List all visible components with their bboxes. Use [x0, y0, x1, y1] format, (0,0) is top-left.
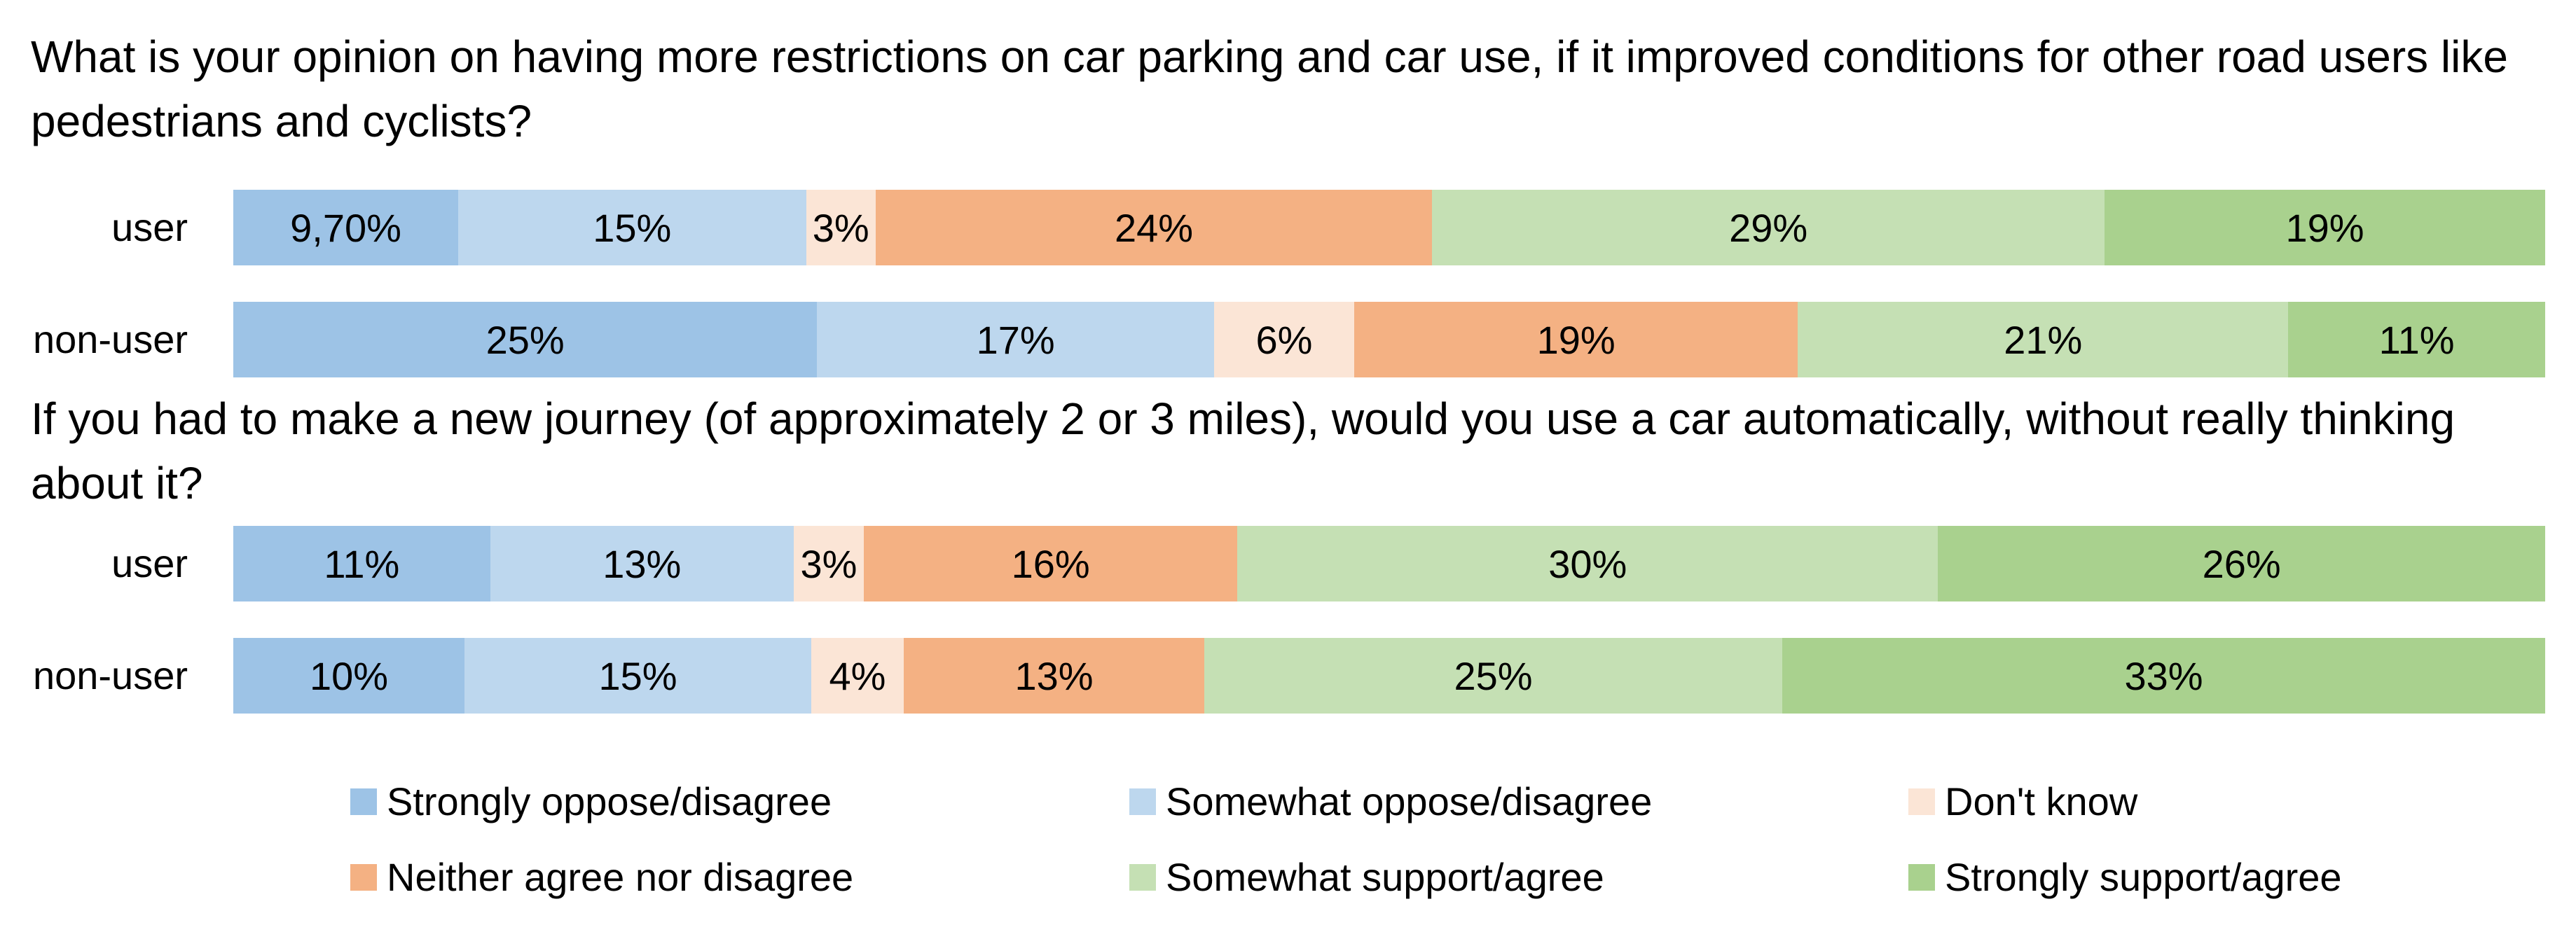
- legend-item-strongly-support: Strongly support/agree: [1908, 853, 2557, 902]
- stacked-bar-q1-user: 9,70% 15% 3% 24% 29% 19%: [233, 190, 2545, 265]
- bar-segment-strongly-oppose: 25%: [233, 302, 818, 377]
- chart-legend: Strongly oppose/disagree Somewhat oppose…: [350, 777, 2557, 902]
- data-label: 25%: [1454, 653, 1533, 698]
- bar-segment-dont-know: 3%: [806, 190, 876, 265]
- data-label: 21%: [2004, 317, 2083, 362]
- legend-item-dont-know: Don't know: [1908, 777, 2557, 826]
- data-label: 10%: [309, 653, 389, 698]
- bar-segment-dont-know: 6%: [1213, 302, 1354, 377]
- bar-segment-somewhat-oppose: 13%: [490, 526, 794, 601]
- legend-swatch: [1129, 864, 1156, 891]
- data-label: 3%: [800, 541, 857, 586]
- legend-swatch: [1908, 788, 1935, 815]
- legend-swatch: [350, 788, 377, 815]
- data-label: 6%: [1255, 317, 1313, 362]
- bar-segment-neither: 16%: [863, 526, 1238, 601]
- data-label: 26%: [2202, 541, 2281, 586]
- bar-segment-strongly-support: 33%: [1782, 638, 2545, 714]
- data-label: 19%: [2285, 205, 2364, 250]
- data-label: 4%: [829, 653, 886, 698]
- question-2-title: If you had to make a new journey (of app…: [31, 394, 2456, 508]
- stacked-bar-q2-non-user: 10% 15% 4% 13% 25% 33%: [233, 638, 2545, 714]
- data-label: 30%: [1548, 541, 1627, 586]
- data-label: 15%: [598, 653, 677, 698]
- legend-label: Strongly oppose/disagree: [387, 779, 832, 823]
- data-label: 24%: [1114, 205, 1194, 250]
- stacked-bar-q1-non-user: 25% 17% 6% 19% 21% 11%: [233, 302, 2545, 377]
- legend-swatch: [350, 864, 377, 891]
- bar-segment-strongly-oppose: 11%: [233, 526, 490, 601]
- bar-segment-strongly-support: 11%: [2288, 302, 2545, 377]
- legend-label: Neither agree nor disagree: [387, 855, 854, 899]
- bar-segment-strongly-support: 19%: [2105, 190, 2545, 265]
- bar-segment-neither: 24%: [875, 190, 1433, 265]
- data-label: 13%: [1014, 653, 1094, 698]
- row-label-q1-user: user: [111, 205, 188, 249]
- row-label-q1-non-user: non-user: [32, 317, 188, 361]
- legend-item-somewhat-support: Somewhat support/agree: [1129, 853, 1908, 902]
- legend-label: Strongly support/agree: [1945, 855, 2342, 899]
- bar-segment-somewhat-oppose: 17%: [817, 302, 1214, 377]
- bar-segment-somewhat-support: 29%: [1432, 190, 2105, 265]
- legend-swatch: [1129, 788, 1156, 815]
- data-label: 16%: [1011, 541, 1090, 586]
- legend-item-strongly-oppose: Strongly oppose/disagree: [350, 777, 1129, 826]
- data-label: 13%: [602, 541, 682, 586]
- bar-segment-strongly-oppose: 10%: [233, 638, 464, 714]
- bar-segment-neither: 19%: [1354, 302, 1798, 377]
- bar-segment-dont-know: 4%: [811, 638, 904, 714]
- data-label: 19%: [1536, 317, 1616, 362]
- row-label-q2-user: user: [111, 541, 188, 585]
- legend-item-neither: Neither agree nor disagree: [350, 853, 1129, 902]
- stacked-bar-q2-user: 11% 13% 3% 16% 30% 26%: [233, 526, 2545, 601]
- bar-segment-dont-know: 3%: [793, 526, 864, 601]
- data-label: 25%: [485, 317, 565, 362]
- bar-segment-somewhat-oppose: 15%: [458, 190, 806, 265]
- bar-segment-somewhat-oppose: 15%: [464, 638, 811, 714]
- data-label: 11%: [2378, 317, 2455, 362]
- question-1-title: What is your opinion on having more rest…: [31, 32, 2508, 146]
- data-label: 29%: [1729, 205, 1808, 250]
- data-label: 9,70%: [290, 205, 401, 250]
- data-label: 15%: [593, 205, 672, 250]
- bar-segment-somewhat-support: 30%: [1237, 526, 1938, 601]
- data-label: 3%: [812, 205, 869, 250]
- row-label-q2-non-user: non-user: [32, 653, 188, 697]
- data-label: 33%: [2124, 653, 2203, 698]
- bar-segment-somewhat-support: 21%: [1798, 302, 2289, 377]
- legend-label: Don't know: [1945, 779, 2138, 823]
- bar-segment-neither: 13%: [904, 638, 1204, 714]
- legend-label: Somewhat support/agree: [1166, 855, 1604, 899]
- legend-item-somewhat-oppose: Somewhat oppose/disagree: [1129, 777, 1908, 826]
- data-label: 11%: [324, 541, 400, 586]
- data-label: 17%: [976, 317, 1055, 362]
- bar-segment-strongly-oppose: 9,70%: [233, 190, 459, 265]
- bar-segment-strongly-support: 26%: [1938, 526, 2545, 601]
- bar-segment-somewhat-support: 25%: [1204, 638, 1782, 714]
- legend-label: Somewhat oppose/disagree: [1166, 779, 1653, 823]
- legend-swatch: [1908, 864, 1935, 891]
